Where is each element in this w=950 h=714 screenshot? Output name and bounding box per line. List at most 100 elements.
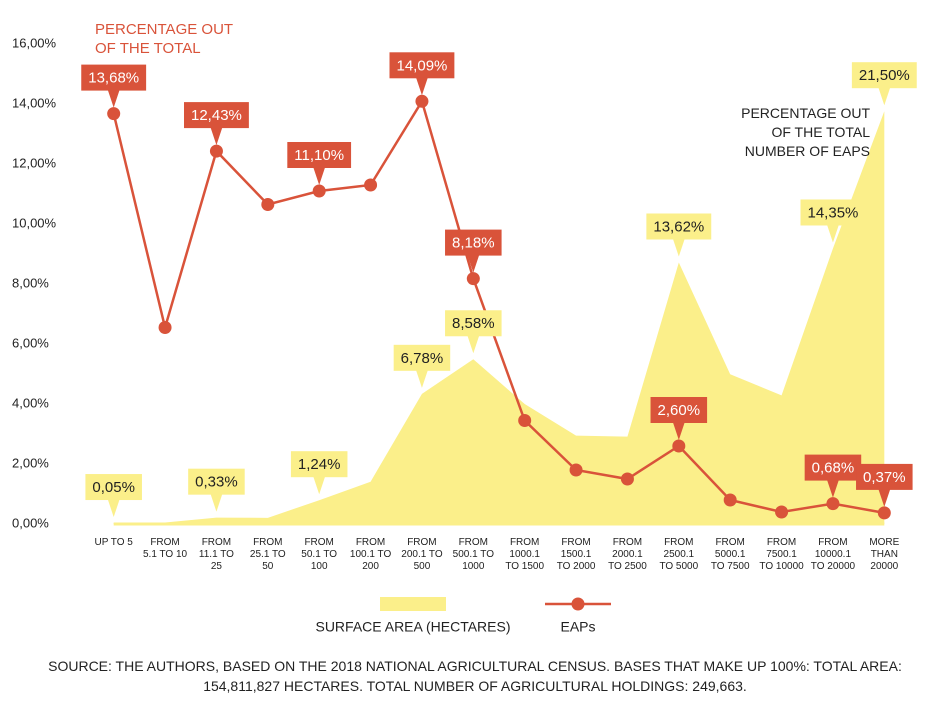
legend-swatch bbox=[380, 597, 446, 611]
y-tick-label: 16,00% bbox=[12, 35, 57, 50]
y-tick-label: 2,00% bbox=[12, 455, 49, 470]
y-tick-label: 8,00% bbox=[12, 275, 49, 290]
label-pointer bbox=[415, 77, 428, 96]
point bbox=[261, 198, 275, 211]
data-label: 8,58% bbox=[445, 310, 502, 354]
data-label: 1,24% bbox=[290, 451, 348, 495]
data-label-text: 12,43% bbox=[191, 107, 242, 124]
data-label-text: 14,35% bbox=[808, 204, 859, 221]
data-label: 13,62% bbox=[646, 213, 712, 257]
point bbox=[466, 272, 480, 286]
label-pointer bbox=[467, 254, 480, 273]
data-label-text: 2,60% bbox=[658, 402, 701, 419]
label-box bbox=[851, 62, 917, 89]
point bbox=[826, 497, 840, 511]
label-box bbox=[85, 474, 142, 501]
data-label: 14,35% bbox=[800, 199, 866, 243]
x-tick-label: FROM 1000.1 TO 1500 bbox=[505, 537, 545, 572]
data-label: 2,60% bbox=[650, 397, 708, 440]
label-pointer bbox=[210, 127, 223, 146]
legend-label: SURFACE AREA (HECTARES) bbox=[315, 619, 510, 635]
data-label-text: 1,24% bbox=[298, 456, 341, 473]
point bbox=[107, 107, 121, 121]
data-label-text: 0,37% bbox=[863, 469, 906, 486]
point bbox=[672, 439, 686, 453]
point bbox=[209, 144, 223, 158]
label-pointer bbox=[107, 89, 120, 108]
label-pointer bbox=[672, 238, 685, 257]
data-label: 0,37% bbox=[856, 463, 913, 507]
label-box bbox=[804, 454, 862, 481]
point bbox=[620, 472, 634, 486]
legend-swatch bbox=[571, 597, 585, 611]
legend-label: EAPs bbox=[560, 619, 595, 635]
data-label: 0,68% bbox=[804, 454, 862, 498]
point bbox=[415, 94, 429, 108]
data-label-text: 13,68% bbox=[88, 70, 139, 87]
x-tick-label: FROM 5.1 TO 10 bbox=[143, 537, 188, 560]
y-tick-label: 4,00% bbox=[12, 395, 49, 410]
label-box bbox=[184, 102, 249, 129]
data-label: 13,68% bbox=[81, 64, 147, 108]
data-label-text: 0,68% bbox=[812, 460, 855, 477]
label-box bbox=[800, 199, 866, 226]
label-pointer bbox=[672, 422, 685, 440]
label-box bbox=[287, 142, 352, 168]
label-box bbox=[290, 451, 348, 478]
callouts: 0,05% 0,33% 1,24% 6,78% 8,58% 13,62% 14,35% 21,… bbox=[81, 52, 917, 518]
data-label-text: 13,62% bbox=[653, 218, 704, 235]
data-label-text: 14,09% bbox=[397, 57, 448, 74]
x-tick-label: FROM 500.1 TO 1000 bbox=[452, 537, 494, 572]
y-tick-label: 6,00% bbox=[12, 335, 49, 350]
annotation: PERCENTAGE OUT OF THE TOTAL NUMBER OF EA… bbox=[741, 105, 870, 159]
label-box bbox=[81, 64, 147, 91]
label-box bbox=[650, 397, 708, 423]
x-tick-label: FROM 50.1 TO 100 bbox=[301, 537, 338, 572]
point bbox=[312, 184, 326, 198]
data-label: 11,10% bbox=[287, 142, 352, 185]
point bbox=[877, 506, 891, 520]
label-box bbox=[445, 310, 502, 337]
label-pointer bbox=[415, 369, 428, 388]
x-tick-label: FROM 200.1 TO 500 bbox=[401, 537, 443, 572]
x-tick-label: FROM 25.1 TO 50 bbox=[249, 537, 286, 572]
x-tick-label: FROM 2000.1 TO 2500 bbox=[608, 537, 647, 572]
data-label: 21,50% bbox=[851, 62, 917, 106]
data-label: 14,09% bbox=[389, 52, 455, 96]
data-label-text: 21,50% bbox=[859, 67, 910, 84]
data-label-text: 6,78% bbox=[401, 350, 444, 367]
source-note: SOURCE: THE AUTHORS, BASED ON THE 2018 N… bbox=[48, 658, 902, 694]
x-tick-label: FROM 5000.1 TO 7500 bbox=[710, 537, 750, 572]
point bbox=[775, 505, 789, 519]
point bbox=[569, 463, 583, 477]
label-box bbox=[389, 52, 455, 79]
data-label-text: 8,58% bbox=[452, 315, 495, 332]
x-tick-label: FROM 100.1 TO 200 bbox=[349, 537, 392, 572]
label-pointer bbox=[878, 87, 891, 106]
data-label: 0,05% bbox=[85, 474, 142, 518]
data-label-text: 0,05% bbox=[92, 479, 135, 496]
label-box bbox=[445, 229, 502, 256]
point bbox=[723, 493, 737, 507]
data-label: 12,43% bbox=[184, 102, 249, 146]
x-tick-label: FROM 1500.1 TO 2000 bbox=[556, 537, 596, 572]
y-tick-label: 12,00% bbox=[12, 155, 57, 170]
label-pointer bbox=[826, 224, 839, 243]
x-tick-label: FROM 10000.1 TO 20000 bbox=[810, 537, 856, 572]
y-tick-label: 10,00% bbox=[12, 215, 57, 230]
data-label-text: 8,18% bbox=[452, 235, 495, 252]
annotation: PERCENTAGE OUT OF THE TOTAL bbox=[95, 21, 233, 57]
x-tick-label: FROM 7500.1 TO 10000 bbox=[759, 537, 804, 572]
x-tick-label: FROM 11.1 TO 25 bbox=[198, 537, 234, 572]
data-label-text: 0,33% bbox=[195, 474, 238, 491]
data-label: 6,78% bbox=[393, 344, 451, 388]
point bbox=[364, 178, 378, 192]
line bbox=[112, 98, 885, 515]
label-pointer bbox=[210, 493, 223, 512]
label-box bbox=[856, 463, 913, 490]
label-box bbox=[393, 344, 451, 371]
label-pointer bbox=[313, 167, 326, 185]
label-box bbox=[188, 468, 245, 495]
